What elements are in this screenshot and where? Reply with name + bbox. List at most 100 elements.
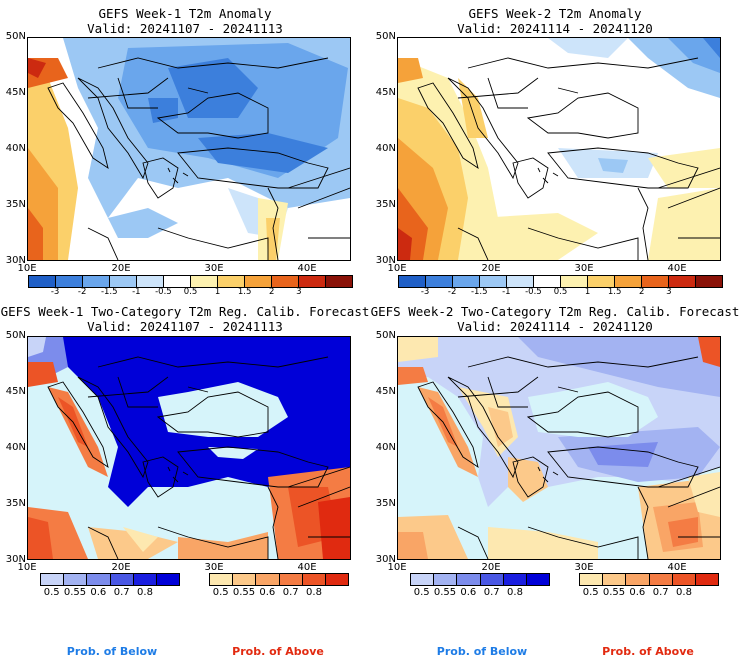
p1-anomaly-tick-3: -1 [132, 287, 141, 297]
p2-anomaly-swatch-5 [534, 276, 561, 287]
panel3-valid: Valid: 20241107 - 20241113 [87, 319, 283, 334]
p4-above-colorbar [579, 573, 719, 586]
panel2-map [397, 37, 721, 261]
panel2-valid: Valid: 20241114 - 20241120 [457, 21, 653, 36]
p3-above-tick-2: 0.6 [259, 587, 276, 598]
p1-lat-30n: 30N [5, 255, 26, 266]
p1-anomaly-swatch-3 [110, 276, 137, 287]
panel2-title: GEFS Week-2 T2m Anomaly [468, 6, 642, 21]
p1-anomaly-swatch-1 [56, 276, 83, 287]
p1-lon-40e: 40E [297, 263, 317, 274]
p1-anomaly-tick-9: 3 [296, 287, 302, 297]
panel1-map [27, 37, 351, 261]
p4-below-swatch-0 [411, 574, 435, 585]
p4-below-swatch-4 [503, 574, 527, 585]
p1-lat-50n: 50N [5, 31, 26, 42]
p3-lat-50n: 50N [5, 330, 26, 341]
p4-above-swatch-0 [580, 574, 604, 585]
p1-lat-45n: 45N [5, 87, 26, 98]
p1-lon-20e: 20E [111, 263, 131, 274]
p1-lat-40n: 40N [5, 143, 26, 154]
p2-lat-50n: 50N [375, 31, 396, 42]
p2-anomaly-swatch-4 [507, 276, 534, 287]
p1-anomaly-swatch-11 [326, 276, 352, 287]
panel3-title: GEFS Week-1 Two-Category T2m Reg. Calib.… [0, 304, 370, 319]
p1-anomaly-tick-6: 1 [214, 287, 221, 297]
p4-lat-45n: 45N [375, 386, 396, 397]
p3-below-swatch-2 [87, 574, 111, 585]
p1-anomaly-swatch-7 [218, 276, 245, 287]
p2-anomaly-swatch-7 [588, 276, 615, 287]
p1-lon-30e: 30E [204, 263, 224, 274]
p4-above-tick-0: 0.5 [582, 587, 599, 598]
p2-anomaly-swatch-9 [642, 276, 669, 287]
p3-lon-40e: 40E [297, 562, 317, 573]
p4-below-swatch-2 [457, 574, 481, 585]
p3-below-swatch-0 [41, 574, 65, 585]
p4-below-swatch-1 [434, 574, 458, 585]
p1-anomaly-swatch-9 [272, 276, 299, 287]
panel3-map [27, 336, 351, 560]
p3-above-swatch-2 [256, 574, 280, 585]
p2-anomaly-swatch-10 [669, 276, 696, 287]
p2-anomaly-colorbar [398, 275, 723, 288]
p3-above-colorbar [209, 573, 349, 586]
p4-below-tick-4: 0.8 [507, 587, 523, 598]
p3-lat-40n: 40N [5, 442, 26, 453]
p4-above-tick-3: 0.7 [652, 587, 669, 598]
p3-above-tick-4: 0.8 [306, 587, 322, 598]
p1-anomaly-colorbar [28, 275, 353, 288]
p2-lon-20e: 20E [481, 263, 501, 274]
p3-lon-30e: 30E [204, 562, 224, 573]
p2-anomaly-swatch-0 [399, 276, 426, 287]
panel1-title: GEFS Week-1 T2m Anomaly [98, 6, 272, 21]
p2-lon-40e: 40E [667, 263, 687, 274]
p3-below-swatch-3 [110, 574, 134, 585]
p4-above-tick-1: 0.55 [602, 587, 626, 598]
p3-lat-45n: 45N [5, 386, 26, 397]
p2-anomaly-tick-4: -0.5 [525, 287, 542, 297]
panel4-map [397, 336, 721, 560]
p1-anomaly-tick-5: 0.5 [183, 287, 198, 297]
p3-lon-20e: 20E [111, 562, 131, 573]
p1-anomaly-swatch-5 [164, 276, 191, 287]
p3-above-swatch-1 [233, 574, 257, 585]
p4-lon-40e: 40E [667, 562, 687, 573]
p2-anomaly-swatch-11 [696, 276, 722, 287]
p3-below-swatch-5 [156, 574, 180, 585]
prob-below-label-left: Prob. of Below [66, 645, 158, 658]
p4-below-tick-3: 0.7 [483, 587, 500, 598]
p2-anomaly-tick-8: 2 [639, 287, 645, 297]
p4-above-swatch-1 [603, 574, 627, 585]
p2-anomaly-tick-9: 3 [666, 287, 672, 297]
p4-above-swatch-3 [649, 574, 673, 585]
panel3-map-field [28, 337, 350, 559]
p2-anomaly-tick-0: -3 [420, 287, 430, 297]
p1-lat-35n: 35N [5, 199, 26, 210]
p3-above-swatch-5 [325, 574, 349, 585]
p1-anomaly-tick-2: -1.5 [100, 287, 118, 297]
p4-above-tick-2: 0.6 [629, 587, 646, 598]
p1-anomaly-swatch-8 [245, 276, 272, 287]
p4-below-tick-0: 0.5 [413, 587, 430, 598]
p4-below-tick-2: 0.6 [460, 587, 477, 598]
p3-below-swatch-4 [133, 574, 157, 585]
p4-below-colorbar [410, 573, 550, 586]
p1-anomaly-tick-0: -3 [50, 287, 60, 297]
prob-below-label-right: Prob. of Below [436, 645, 528, 658]
p2-lat-35n: 35N [375, 199, 396, 210]
p1-anomaly-tick-4: -0.5 [155, 287, 172, 297]
p3-below-tick-1: 0.55 [63, 587, 87, 598]
p3-lon-10e: 10E [17, 562, 37, 573]
p2-anomaly-tick-1: -2 [447, 287, 457, 297]
p3-below-tick-2: 0.6 [90, 587, 107, 598]
p3-below-tick-0: 0.5 [43, 587, 60, 598]
p2-lat-40n: 40N [375, 143, 396, 154]
p3-below-colorbar [40, 573, 180, 586]
p2-anomaly-swatch-1 [426, 276, 453, 287]
p1-anomaly-swatch-10 [299, 276, 326, 287]
p4-lat-30n: 30N [375, 554, 396, 565]
panel1-map-field [28, 38, 350, 260]
p4-above-swatch-2 [626, 574, 650, 585]
panel4-map-field [398, 337, 720, 559]
